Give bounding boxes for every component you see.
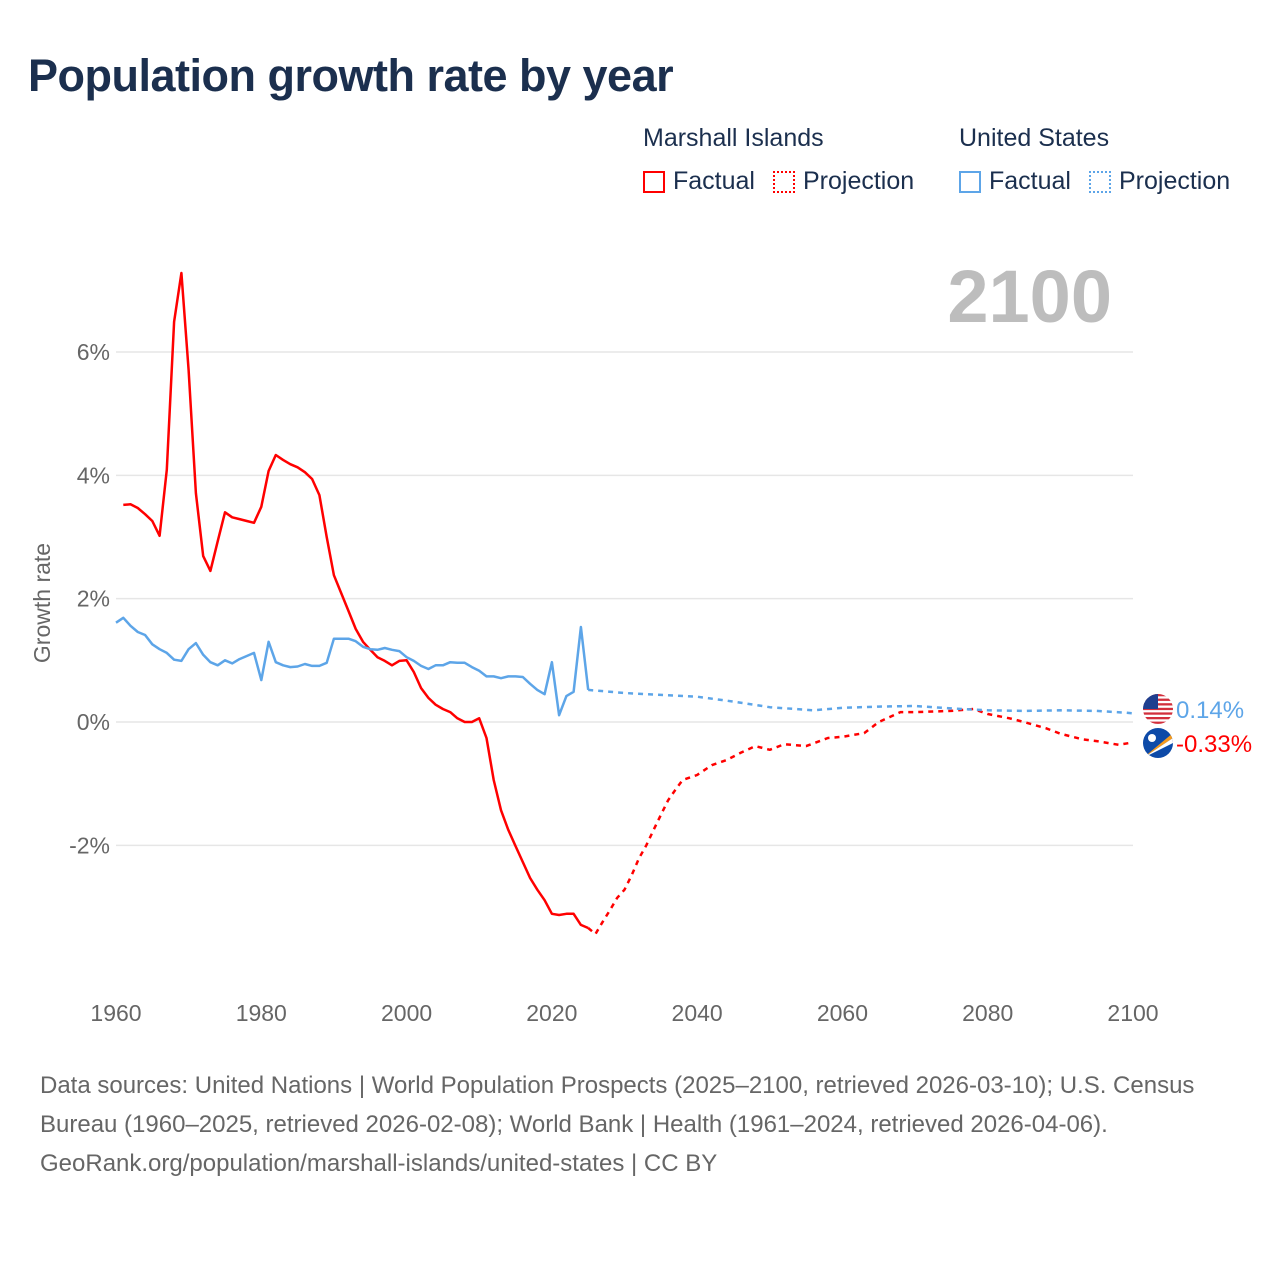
us-projection-line — [588, 688, 1134, 715]
x-tick-label: 1960 — [90, 1000, 141, 1026]
y-tick-label: 6% — [77, 339, 110, 365]
legend-label: Factual — [989, 167, 1071, 195]
chart-title: Population growth rate by year — [28, 50, 674, 101]
flag-body — [1143, 694, 1173, 724]
x-tick-label: 2060 — [817, 1000, 868, 1026]
us-flag-icon — [1143, 694, 1173, 724]
y-tick-label: 0% — [77, 709, 110, 735]
dotted-swatch-icon — [1088, 170, 1111, 193]
y-tick-label: 2% — [77, 586, 110, 612]
us-factual-line — [115, 616, 590, 717]
flag-star — [1148, 734, 1156, 742]
end-label: -0.33% — [1143, 728, 1252, 758]
legend-group-name: Marshall Islands — [643, 124, 824, 152]
end-label: 0.14% — [1143, 694, 1244, 724]
legend-label: Projection — [802, 167, 915, 195]
marshall-islands-projection-line — [587, 707, 1134, 936]
solid-swatch-icon — [959, 170, 981, 193]
data-sources: Data sources: United Nations | World Pop… — [40, 1072, 1195, 1138]
flag-white-ray — [1143, 738, 1173, 758]
legend-label: Factual — [673, 167, 755, 195]
legend-item-factual[interactable]: Factual — [643, 167, 755, 196]
legend-item-factual[interactable]: Factual — [959, 167, 1071, 196]
flag-stripe — [1143, 712, 1173, 715]
x-tick-label: 1980 — [236, 1000, 287, 1026]
y-tick-label: -2% — [69, 832, 110, 858]
x-tick-label: 2000 — [381, 1000, 432, 1026]
footer: Data sources: United Nations | World Pop… — [40, 1066, 1240, 1183]
x-axis-ticks: 1960 1980 2000 2020 2040 2060 2080 2100 — [90, 1000, 1158, 1026]
legend-marshall-islands: Marshall Islands Factual Projection — [643, 124, 932, 196]
flag-orange-ray — [1143, 733, 1173, 758]
series-lines — [115, 271, 1134, 936]
flag-stripe — [1143, 721, 1173, 724]
solid-swatch-icon — [643, 170, 665, 193]
end-labels: 0.14% -0.33% — [1143, 694, 1252, 758]
legend-item-projection[interactable]: Projection — [772, 167, 915, 196]
y-tick-label: 4% — [77, 462, 110, 488]
y-axis-label: Growth rate — [29, 543, 55, 663]
x-tick-label: 2020 — [526, 1000, 577, 1026]
legend-item-projection[interactable]: Projection — [1088, 167, 1231, 196]
legend-group-name: United States — [959, 124, 1110, 152]
gridlines — [116, 351, 1133, 847]
flag-canton — [1143, 694, 1158, 709]
flag-stripe — [1143, 717, 1173, 720]
x-tick-label: 2100 — [1107, 1000, 1158, 1026]
flag-body — [1143, 728, 1173, 758]
x-tick-label: 2040 — [672, 1000, 723, 1026]
credit-link[interactable]: GeoRank.org/population/marshall-islands/… — [40, 1150, 718, 1177]
year-display: 2100 — [947, 255, 1112, 338]
end-value-label: 0.14% — [1176, 697, 1244, 724]
dotted-swatch-icon — [772, 170, 795, 193]
legend-united-states: United States Factual Projection — [959, 124, 1230, 196]
end-value-label: -0.33% — [1176, 731, 1252, 758]
y-axis-ticks: 6% 4% 2% 0% -2% — [69, 339, 110, 858]
legend-label: Projection — [1118, 167, 1231, 195]
marshall-islands-flag-icon — [1143, 728, 1173, 758]
x-tick-label: 2080 — [962, 1000, 1013, 1026]
marshall-islands-factual-line — [123, 271, 589, 930]
